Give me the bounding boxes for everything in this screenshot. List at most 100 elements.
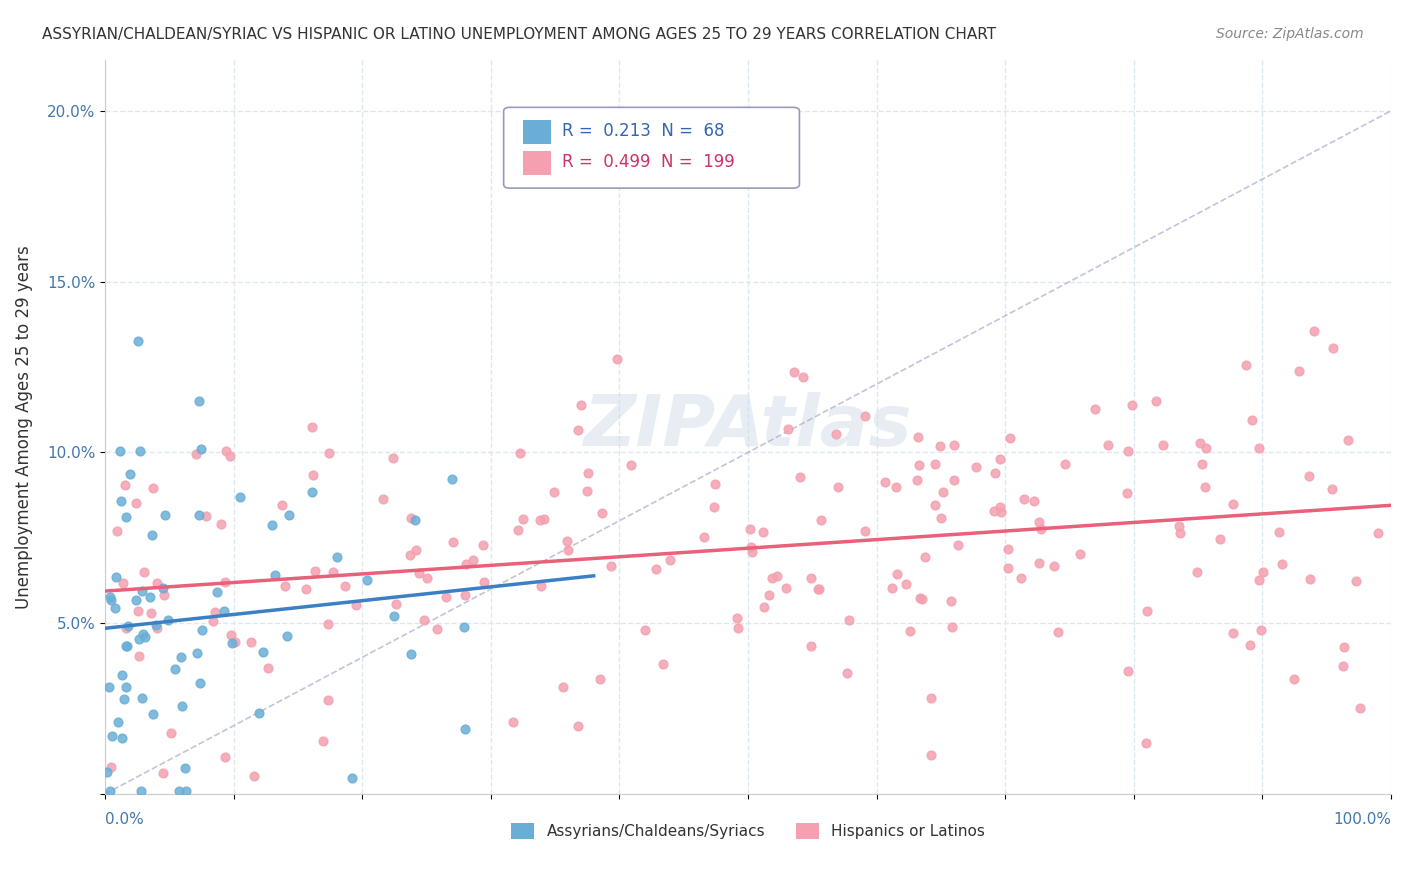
Point: [810, 513, 832, 527]
Text: ASSYRIAN/CHALDEAN/SYRIAC VS HISPANIC OR LATINO UNEMPLOYMENT AMONG AGES 25 TO 29 : ASSYRIAN/CHALDEAN/SYRIAC VS HISPANIC OR …: [42, 27, 997, 42]
Point: [110, 494, 132, 508]
Point: [318, 446, 340, 460]
Point: [620, 458, 643, 473]
Point: [807, 582, 830, 597]
Point: [110, 443, 132, 458]
Point: [800, 571, 823, 585]
Point: [399, 549, 422, 563]
Point: [371, 492, 394, 507]
Point: [1222, 497, 1244, 511]
Point: [512, 512, 534, 526]
Point: [551, 680, 574, 694]
Point: [997, 561, 1019, 575]
Point: [751, 524, 773, 539]
Point: [322, 566, 344, 580]
Point: [1288, 364, 1310, 378]
Point: [948, 538, 970, 552]
Point: [740, 540, 762, 554]
Point: [1333, 640, 1355, 655]
FancyBboxPatch shape: [523, 151, 551, 175]
Point: [873, 475, 896, 489]
Point: [184, 447, 207, 461]
Point: [229, 490, 252, 504]
Point: [1195, 441, 1218, 455]
Point: [118, 467, 141, 482]
Point: [187, 393, 209, 408]
Point: [1144, 393, 1167, 408]
Point: [1251, 566, 1274, 580]
Point: [440, 471, 463, 485]
Point: [555, 534, 578, 549]
Point: [264, 568, 287, 582]
Point: [929, 511, 952, 525]
Point: [156, 614, 179, 628]
Point: [153, 588, 176, 602]
Point: [1298, 469, 1320, 483]
Point: [633, 623, 655, 637]
Point: [134, 631, 156, 645]
Point: [142, 481, 165, 495]
Point: [160, 726, 183, 740]
Point: [988, 451, 1011, 466]
Point: [340, 771, 363, 785]
Point: [301, 420, 323, 434]
Point: [344, 598, 367, 612]
Point: [472, 575, 495, 590]
Text: Source: ZipAtlas.com: Source: ZipAtlas.com: [1216, 27, 1364, 41]
Point: [789, 469, 811, 483]
Point: [100, 760, 122, 774]
Point: [1012, 491, 1035, 506]
Point: [506, 523, 529, 537]
Point: [131, 691, 153, 706]
Point: [219, 628, 242, 642]
Point: [169, 783, 191, 797]
Point: [1031, 522, 1053, 536]
Point: [529, 513, 551, 527]
Point: [943, 473, 966, 487]
Point: [186, 646, 208, 660]
Point: [908, 591, 931, 606]
Point: [131, 584, 153, 599]
Point: [98, 590, 121, 604]
Point: [152, 766, 174, 780]
Point: [165, 662, 187, 676]
Point: [454, 722, 477, 736]
Point: [1028, 556, 1050, 570]
Point: [658, 553, 681, 567]
Point: [142, 706, 165, 721]
Text: ZIPAtlas: ZIPAtlas: [583, 392, 912, 461]
Point: [127, 334, 149, 348]
Point: [219, 450, 242, 464]
Point: [146, 575, 169, 590]
Point: [117, 639, 139, 653]
Point: [988, 500, 1011, 515]
Point: [247, 706, 270, 720]
Point: [117, 619, 139, 633]
Point: [530, 579, 553, 593]
Point: [111, 667, 134, 681]
Point: [205, 585, 228, 599]
Point: [575, 483, 598, 498]
FancyBboxPatch shape: [523, 120, 551, 144]
Point: [295, 582, 318, 596]
Point: [202, 615, 225, 629]
Point: [898, 624, 921, 638]
Point: [932, 485, 955, 500]
Point: [965, 460, 987, 475]
Point: [1209, 533, 1232, 547]
Point: [591, 506, 613, 520]
Point: [404, 513, 426, 527]
Point: [141, 606, 163, 620]
Point: [128, 632, 150, 647]
Point: [1022, 493, 1045, 508]
Point: [176, 783, 198, 797]
Point: [703, 477, 725, 491]
Point: [920, 691, 942, 706]
Point: [758, 589, 780, 603]
Point: [924, 498, 946, 512]
Point: [644, 562, 666, 576]
Point: [270, 498, 292, 512]
Point: [929, 439, 952, 453]
Point: [984, 467, 1007, 481]
Point: [1116, 485, 1139, 500]
